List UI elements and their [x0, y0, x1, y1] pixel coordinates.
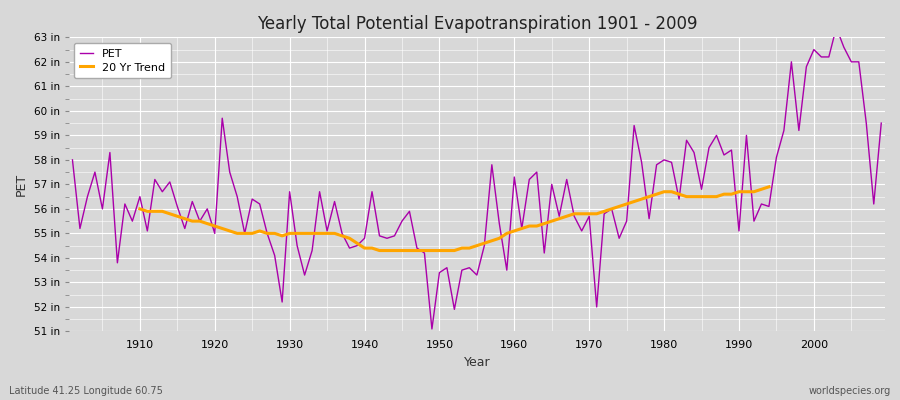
PET [508, 175, 519, 180]
PET [337, 231, 347, 236]
PET [876, 121, 886, 126]
20 Yr Trend [134, 206, 145, 211]
Y-axis label: PET: PET [15, 173, 28, 196]
Line: PET: PET [73, 28, 881, 329]
PET [831, 25, 842, 30]
Line: 20 Yr Trend: 20 Yr Trend [140, 187, 769, 250]
20 Yr Trend [352, 241, 363, 246]
20 Yr Trend [763, 184, 774, 189]
PET [292, 243, 302, 248]
PET [607, 206, 617, 211]
20 Yr Trend [321, 231, 332, 236]
PET [427, 326, 437, 331]
Title: Yearly Total Potential Evapotranspiration 1901 - 2009: Yearly Total Potential Evapotranspiratio… [256, 15, 698, 33]
20 Yr Trend [239, 231, 250, 236]
PET [127, 219, 138, 224]
Text: Latitude 41.25 Longitude 60.75: Latitude 41.25 Longitude 60.75 [9, 386, 163, 396]
20 Yr Trend [456, 246, 467, 250]
Text: worldspecies.org: worldspecies.org [809, 386, 891, 396]
PET [517, 226, 527, 231]
Legend: PET, 20 Yr Trend: PET, 20 Yr Trend [75, 43, 171, 78]
PET [68, 158, 78, 162]
X-axis label: Year: Year [464, 356, 490, 369]
20 Yr Trend [734, 189, 744, 194]
20 Yr Trend [374, 248, 385, 253]
20 Yr Trend [329, 231, 340, 236]
